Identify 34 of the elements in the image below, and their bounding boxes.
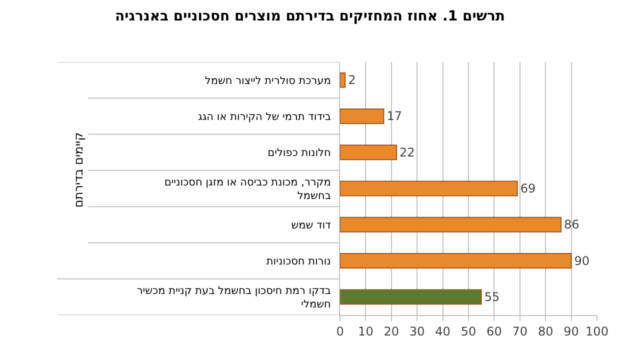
data-label: 86 — [564, 218, 580, 232]
bar — [340, 253, 572, 269]
x-tick-label: 10 — [358, 324, 374, 338]
x-tick-label: 60 — [486, 324, 502, 338]
data-label: 17 — [386, 109, 402, 124]
x-tick-label: 80 — [538, 324, 554, 338]
text: קיימים בדירתם — [72, 132, 86, 208]
x-tick-label: 100 — [586, 324, 608, 338]
bar — [340, 289, 482, 305]
x-tick-label: 30 — [409, 324, 425, 338]
x-tick-label: 40 — [435, 324, 450, 338]
y-tick-label: נורות חסכוניות — [266, 255, 331, 268]
bar — [340, 216, 562, 232]
y-tick-label: חלונות כפולים — [268, 147, 331, 160]
y-tick-label: בידוד תרמי של הקירות או הגג — [198, 110, 331, 123]
data-label: 90 — [574, 254, 590, 268]
y-tick-label: דוד שמש — [291, 219, 332, 232]
x-tick-label: 50 — [460, 324, 476, 338]
y-tick-label: בדקו רמת חיסכון בחשמל בעת קניית מכשיר חשמלי — [136, 284, 331, 310]
data-label: 55 — [484, 290, 500, 304]
x-tick-label: 20 — [384, 324, 400, 338]
data-label: 69 — [520, 182, 536, 196]
bar — [340, 72, 346, 88]
bar — [340, 180, 518, 196]
x-tick-label: 90 — [564, 324, 579, 338]
y-tick-label: מערכת סולרית לייצור חשמל — [204, 74, 331, 87]
x-tick-label: 0 — [336, 324, 344, 338]
x-tick-label: 70 — [512, 324, 528, 338]
data-label: 2 — [348, 73, 356, 88]
y-tick-label: מקרר, מכונת כביסה או מזגן חסכוניים בחשמל — [164, 176, 331, 202]
bar — [340, 108, 384, 124]
data-label: 22 — [400, 145, 415, 160]
bar — [340, 144, 398, 160]
chart-title: תרשים 1. אחוז המחזיקים בדירתם מוצרים חסכוניים באנרגיה — [115, 8, 505, 24]
